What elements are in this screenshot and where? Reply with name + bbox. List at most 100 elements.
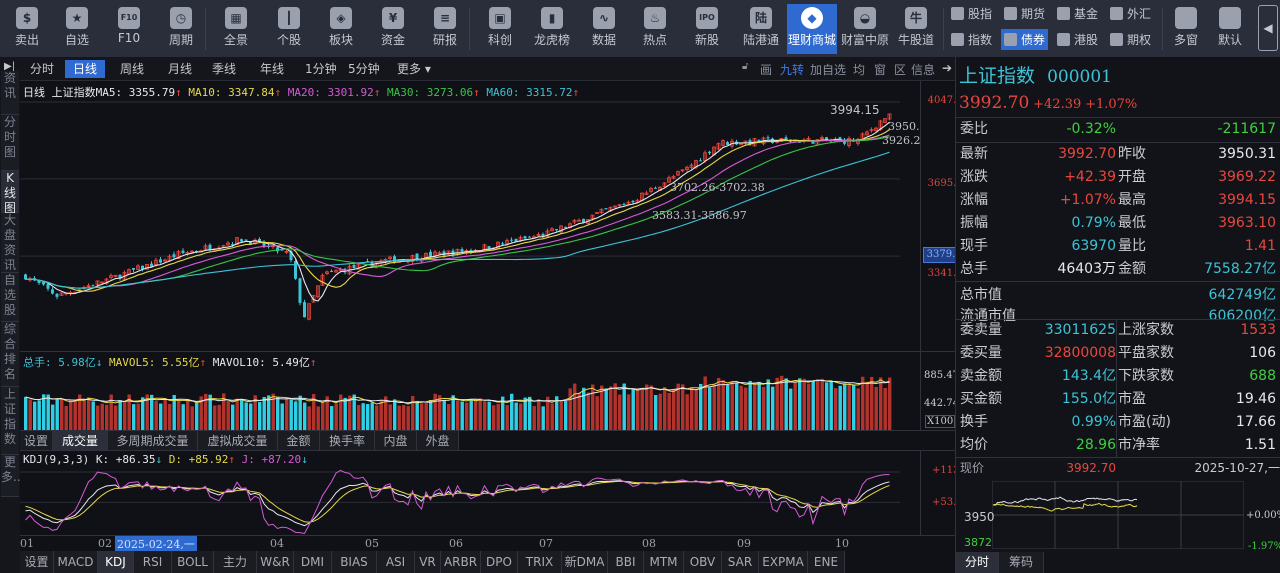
volume-bar	[420, 403, 424, 430]
toolbar-button-candlestick[interactable]: ┃ 个股	[264, 4, 314, 54]
volume-tab[interactable]: 内盘	[375, 431, 417, 450]
back-arrow-icon[interactable]: ◀	[1258, 5, 1278, 51]
left-tab[interactable]: 更多..	[1, 455, 21, 497]
indicator-tab[interactable]: ARBR	[441, 551, 481, 573]
candlestick-chart[interactable]	[20, 81, 900, 352]
toolbar-button-star[interactable]: ★ 自选	[52, 4, 102, 54]
chart-tool[interactable]: 区	[894, 63, 907, 77]
tab-chips[interactable]: 筹码	[999, 552, 1044, 573]
volume-tab[interactable]: 虚拟成交量	[198, 431, 278, 450]
chart-tool[interactable]: 均	[853, 63, 866, 77]
indicator-tab[interactable]: SAR	[722, 551, 759, 573]
period-tab[interactable]: 日线	[65, 60, 106, 78]
indicator-tab[interactable]: BBI	[608, 551, 644, 573]
toolbar-button-default[interactable]: 默认	[1210, 4, 1250, 54]
chart-tool[interactable]: 信息	[911, 63, 936, 77]
volume-bar	[276, 397, 280, 430]
volume-tab[interactable]: 多周期成交量	[108, 431, 198, 450]
indicator-tab[interactable]: VR	[415, 551, 441, 573]
chart-tool[interactable]: 画	[760, 63, 773, 77]
toolbar-button-clock[interactable]: ◷ 周期	[156, 4, 206, 54]
indicator-tab[interactable]: 设置	[20, 551, 54, 573]
toolbar-button-layers[interactable]: ◈ 板块	[316, 4, 366, 54]
toolbar-button-money-bag[interactable]: $ 卖出	[2, 4, 52, 54]
toolbar-button-chip[interactable]: ▣ 科创	[475, 4, 525, 54]
volume-tab[interactable]: 成交量	[53, 431, 108, 450]
period-tab[interactable]: 5分钟	[340, 60, 388, 78]
toolbar-button-diamond[interactable]: ◆ 理财商城	[787, 4, 837, 54]
indicator-tab[interactable]: DPO	[481, 551, 518, 573]
left-tab[interactable]: 分时图	[1, 115, 19, 171]
period-tab[interactable]: 1分钟	[297, 60, 345, 78]
tab-intraday[interactable]: 分时	[956, 552, 999, 573]
volume-bar	[393, 399, 397, 430]
chart-tool[interactable]: 窗	[874, 63, 887, 77]
indicator-tab[interactable]: 新DMA	[562, 551, 608, 573]
left-tab[interactable]: 上证指数	[1, 387, 19, 455]
period-tab[interactable]: 季线	[204, 60, 244, 78]
kline-panel[interactable]: 日线 上证指数MA5: 3355.79↑ MA10: 3347.84↑ MA20…	[20, 81, 972, 352]
volume-tab[interactable]: 换手率	[320, 431, 375, 450]
indicator-tab[interactable]: DMI	[294, 551, 332, 573]
left-tab[interactable]: 大盘资讯	[1, 213, 19, 273]
chart-tool[interactable]: 加自选	[810, 63, 847, 77]
indicator-tab[interactable]: MTM	[644, 551, 684, 573]
period-tab[interactable]: 更多 ▾	[389, 60, 439, 78]
market-button[interactable]: 股指	[948, 3, 995, 24]
left-tab[interactable]: 综合排名	[1, 322, 19, 387]
toolbar-button-document[interactable]: ≡ 研报	[420, 4, 470, 54]
indicator-tab[interactable]: BIAS	[332, 551, 377, 573]
bar-icon	[951, 7, 964, 20]
chart-tool[interactable]: 九转	[780, 63, 805, 77]
toolbar-button-f10[interactable]: F10 F10	[104, 4, 154, 54]
toolbar-button-flame[interactable]: ♨ 热点	[630, 4, 680, 54]
intraday-mini-chart[interactable]	[992, 481, 1244, 549]
period-tab[interactable]: 月线	[160, 60, 200, 78]
toolbar-button-yen[interactable]: ¥ 资金	[368, 4, 418, 54]
kdj-chart[interactable]	[20, 451, 900, 536]
volume-tab[interactable]: 设置	[20, 431, 53, 450]
toolbar-button-lu[interactable]: 陆陆港通	[736, 4, 786, 54]
left-tab[interactable]: 资讯	[1, 71, 19, 115]
toolbar-button-line-chart[interactable]: ∿ 数据	[579, 4, 629, 54]
toolbar-button-niu[interactable]: 牛牛股道	[891, 4, 941, 54]
kdj-title: KDJ(9,3,3)	[23, 453, 90, 466]
candle-body	[510, 239, 513, 241]
toolbar-button-ingot[interactable]: ◒ 财富中原	[840, 4, 890, 54]
toolbar-button-ipo[interactable]: IPO 新股	[682, 4, 732, 54]
period-tab[interactable]: 分时	[22, 60, 62, 78]
period-tab[interactable]: 周线	[112, 60, 152, 78]
market-button[interactable]: 指数	[948, 29, 995, 50]
market-button[interactable]: 期权	[1107, 29, 1154, 50]
volume-panel[interactable]: 总手: 5.98亿↓ MAVOL5: 5.55亿↑ MAVOL10: 5.49亿…	[20, 352, 969, 430]
market-button[interactable]: 港股	[1054, 29, 1101, 50]
indicator-tab[interactable]: MACD	[54, 551, 98, 573]
indicator-tab[interactable]: W&R	[257, 551, 294, 573]
indicator-tab[interactable]: ENE	[808, 551, 845, 573]
volume-chart[interactable]	[20, 352, 900, 430]
kdj-panel[interactable]: KDJ(9,3,3) K: +86.35↓ D: +85.92↑ J: +87.…	[20, 451, 969, 536]
indicator-tab[interactable]: ASI	[377, 551, 415, 573]
left-tab[interactable]: 自选股	[1, 273, 19, 322]
period-tab[interactable]: 年线	[252, 60, 292, 78]
indicator-tab[interactable]: OBV	[684, 551, 722, 573]
volume-tab[interactable]: 外盘	[417, 431, 459, 450]
market-button[interactable]: 外汇	[1107, 3, 1154, 24]
indicator-tab[interactable]: RSI	[134, 551, 172, 573]
indicator-tab[interactable]: TRIX	[518, 551, 562, 573]
panel-toggle-icon[interactable]: ➔	[942, 61, 953, 75]
indicator-tab[interactable]: BOLL	[172, 551, 214, 573]
volume-tab[interactable]: 金额	[278, 431, 320, 450]
toolbar-button-bar-chart[interactable]: ▮ 龙虎榜	[527, 4, 577, 54]
left-tab[interactable]: K线图	[1, 171, 19, 215]
market-button[interactable]: 期货	[1001, 3, 1048, 24]
lock-icon[interactable]: 🔓︎	[742, 61, 749, 72]
toolbar-button-multi_window[interactable]: 多窗	[1166, 4, 1206, 54]
indicator-tab[interactable]: KDJ	[98, 551, 134, 573]
market-button[interactable]: 债券	[1001, 29, 1049, 50]
collapse-icon[interactable]: ▶|	[4, 61, 16, 72]
market-button[interactable]: 基金	[1054, 3, 1101, 24]
indicator-tab[interactable]: 主力	[214, 551, 257, 573]
toolbar-button-grid[interactable]: ▦ 全景	[211, 4, 261, 54]
indicator-tab[interactable]: EXPMA	[759, 551, 808, 573]
